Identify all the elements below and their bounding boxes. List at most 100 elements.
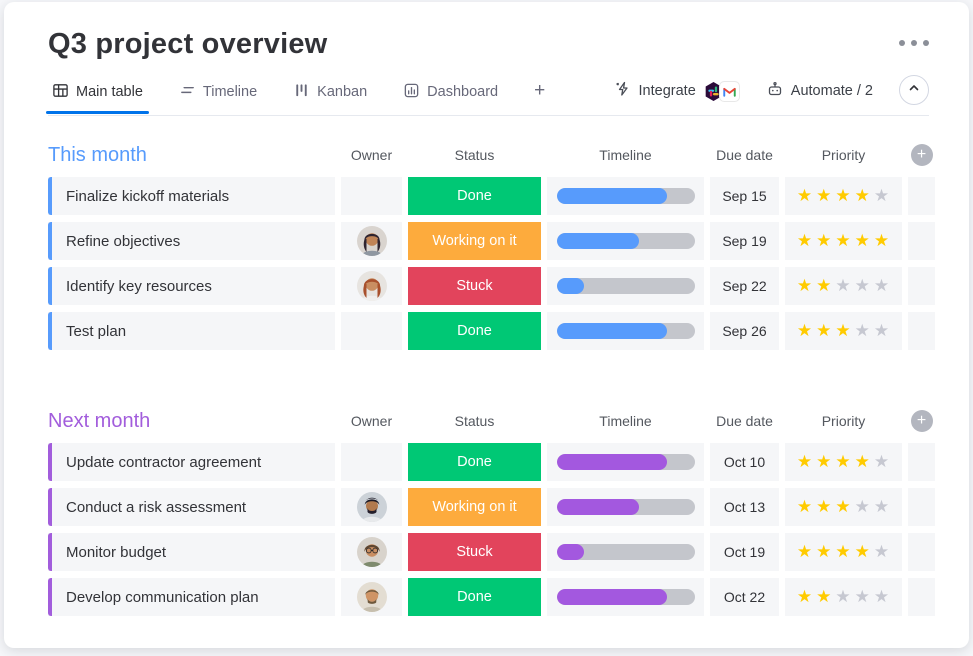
status-cell[interactable]: Done bbox=[408, 578, 541, 616]
owner-cell[interactable] bbox=[341, 267, 402, 305]
due-date-cell[interactable]: Oct 22 bbox=[710, 578, 779, 616]
star-icon[interactable]: ★ bbox=[816, 587, 833, 606]
star-icon[interactable]: ★ bbox=[796, 587, 814, 606]
status-cell[interactable]: Done bbox=[408, 312, 541, 350]
star-icon[interactable]: ★ bbox=[796, 276, 814, 295]
tab-dashboard[interactable]: Dashboard bbox=[399, 78, 502, 113]
priority-cell[interactable]: ★ ★ ★ ★ ★ bbox=[785, 177, 902, 215]
priority-cell[interactable]: ★ ★ ★ ★ ★ bbox=[785, 578, 902, 616]
status-cell[interactable]: Stuck bbox=[408, 267, 541, 305]
star-icon[interactable]: ★ bbox=[796, 231, 814, 250]
task-cell[interactable]: Finalize kickoff materials bbox=[48, 177, 335, 215]
due-date-cell[interactable]: Oct 19 bbox=[710, 533, 779, 571]
task-cell[interactable]: Refine objectives bbox=[48, 222, 335, 260]
star-icon[interactable]: ★ bbox=[796, 321, 814, 340]
task-cell[interactable]: Conduct a risk assessment bbox=[48, 488, 335, 526]
star-icon[interactable]: ★ bbox=[835, 587, 852, 606]
star-icon[interactable]: ★ bbox=[816, 186, 833, 205]
star-icon[interactable]: ★ bbox=[873, 231, 891, 250]
star-icon[interactable]: ★ bbox=[816, 452, 833, 471]
add-column-button[interactable]: + bbox=[910, 410, 933, 432]
priority-cell[interactable]: ★ ★ ★ ★ ★ bbox=[785, 443, 902, 481]
star-icon[interactable]: ★ bbox=[873, 452, 891, 471]
priority-cell[interactable]: ★ ★ ★ ★ ★ bbox=[785, 222, 902, 260]
timeline-cell[interactable] bbox=[547, 312, 704, 350]
star-icon[interactable]: ★ bbox=[854, 231, 871, 250]
star-icon[interactable]: ★ bbox=[796, 186, 814, 205]
column-header-owner[interactable]: Owner bbox=[350, 147, 393, 163]
star-icon[interactable]: ★ bbox=[854, 452, 871, 471]
more-options-button[interactable] bbox=[899, 28, 929, 46]
timeline-cell[interactable] bbox=[547, 578, 704, 616]
star-icon[interactable]: ★ bbox=[873, 276, 891, 295]
tab-timeline[interactable]: Timeline bbox=[175, 78, 261, 113]
star-icon[interactable]: ★ bbox=[835, 186, 852, 205]
star-icon[interactable]: ★ bbox=[854, 542, 871, 561]
column-header-due-date[interactable]: Due date bbox=[716, 413, 773, 429]
priority-cell[interactable]: ★ ★ ★ ★ ★ bbox=[785, 488, 902, 526]
due-date-cell[interactable]: Oct 10 bbox=[710, 443, 779, 481]
add-view-tab[interactable]: + bbox=[530, 76, 549, 114]
owner-cell[interactable] bbox=[341, 488, 402, 526]
star-icon[interactable]: ★ bbox=[835, 497, 852, 516]
star-icon[interactable]: ★ bbox=[796, 497, 814, 516]
task-cell[interactable]: Identify key resources bbox=[48, 267, 335, 305]
star-icon[interactable]: ★ bbox=[816, 321, 833, 340]
owner-cell[interactable] bbox=[341, 533, 402, 571]
task-cell[interactable]: Develop communication plan bbox=[48, 578, 335, 616]
tab-main-table[interactable]: Main table bbox=[46, 78, 149, 114]
due-date-cell[interactable]: Sep 26 bbox=[710, 312, 779, 350]
status-cell[interactable]: Working on it bbox=[408, 222, 541, 260]
star-icon[interactable]: ★ bbox=[854, 186, 871, 205]
group-title[interactable]: Next month bbox=[48, 409, 151, 432]
task-cell[interactable]: Update contractor agreement bbox=[48, 443, 335, 481]
group-title[interactable]: This month bbox=[48, 143, 147, 166]
star-icon[interactable]: ★ bbox=[816, 276, 833, 295]
task-cell[interactable]: Monitor budget bbox=[48, 533, 335, 571]
star-icon[interactable]: ★ bbox=[835, 542, 852, 561]
star-icon[interactable]: ★ bbox=[796, 542, 814, 561]
star-icon[interactable]: ★ bbox=[873, 542, 891, 561]
star-icon[interactable]: ★ bbox=[835, 321, 852, 340]
star-icon[interactable]: ★ bbox=[835, 452, 852, 471]
star-icon[interactable]: ★ bbox=[854, 276, 871, 295]
status-cell[interactable]: Done bbox=[408, 177, 541, 215]
star-icon[interactable]: ★ bbox=[854, 321, 871, 340]
priority-cell[interactable]: ★ ★ ★ ★ ★ bbox=[785, 312, 902, 350]
star-icon[interactable]: ★ bbox=[816, 542, 833, 561]
column-header-status[interactable]: Status bbox=[454, 147, 495, 163]
due-date-cell[interactable]: Sep 15 bbox=[710, 177, 779, 215]
column-header-owner[interactable]: Owner bbox=[350, 413, 393, 429]
owner-cell[interactable] bbox=[341, 443, 402, 481]
star-icon[interactable]: ★ bbox=[854, 587, 871, 606]
tab-kanban[interactable]: Kanban bbox=[289, 78, 371, 113]
column-header-status[interactable]: Status bbox=[454, 413, 495, 429]
timeline-cell[interactable] bbox=[547, 222, 704, 260]
timeline-cell[interactable] bbox=[547, 267, 704, 305]
status-cell[interactable]: Done bbox=[408, 443, 541, 481]
status-cell[interactable]: Working on it bbox=[408, 488, 541, 526]
star-icon[interactable]: ★ bbox=[816, 497, 833, 516]
column-header-due-date[interactable]: Due date bbox=[716, 147, 773, 163]
owner-cell[interactable] bbox=[341, 578, 402, 616]
owner-cell[interactable] bbox=[341, 222, 402, 260]
owner-cell[interactable] bbox=[341, 312, 402, 350]
timeline-cell[interactable] bbox=[547, 488, 704, 526]
column-header-priority[interactable]: Priority bbox=[821, 413, 866, 429]
column-header-timeline[interactable]: Timeline bbox=[599, 413, 652, 429]
due-date-cell[interactable]: Sep 22 bbox=[710, 267, 779, 305]
column-header-timeline[interactable]: Timeline bbox=[599, 147, 652, 163]
due-date-cell[interactable]: Oct 13 bbox=[710, 488, 779, 526]
star-icon[interactable]: ★ bbox=[873, 186, 891, 205]
priority-cell[interactable]: ★ ★ ★ ★ ★ bbox=[785, 533, 902, 571]
star-icon[interactable]: ★ bbox=[796, 452, 814, 471]
collapse-header-button[interactable] bbox=[899, 75, 929, 105]
priority-cell[interactable]: ★ ★ ★ ★ ★ bbox=[785, 267, 902, 305]
timeline-cell[interactable] bbox=[547, 443, 704, 481]
star-icon[interactable]: ★ bbox=[873, 587, 891, 606]
star-icon[interactable]: ★ bbox=[835, 276, 852, 295]
integrate-button[interactable]: Integrate bbox=[614, 80, 740, 102]
star-icon[interactable]: ★ bbox=[835, 231, 852, 250]
automate-button[interactable]: Automate / 2 bbox=[766, 80, 873, 102]
timeline-cell[interactable] bbox=[547, 177, 704, 215]
